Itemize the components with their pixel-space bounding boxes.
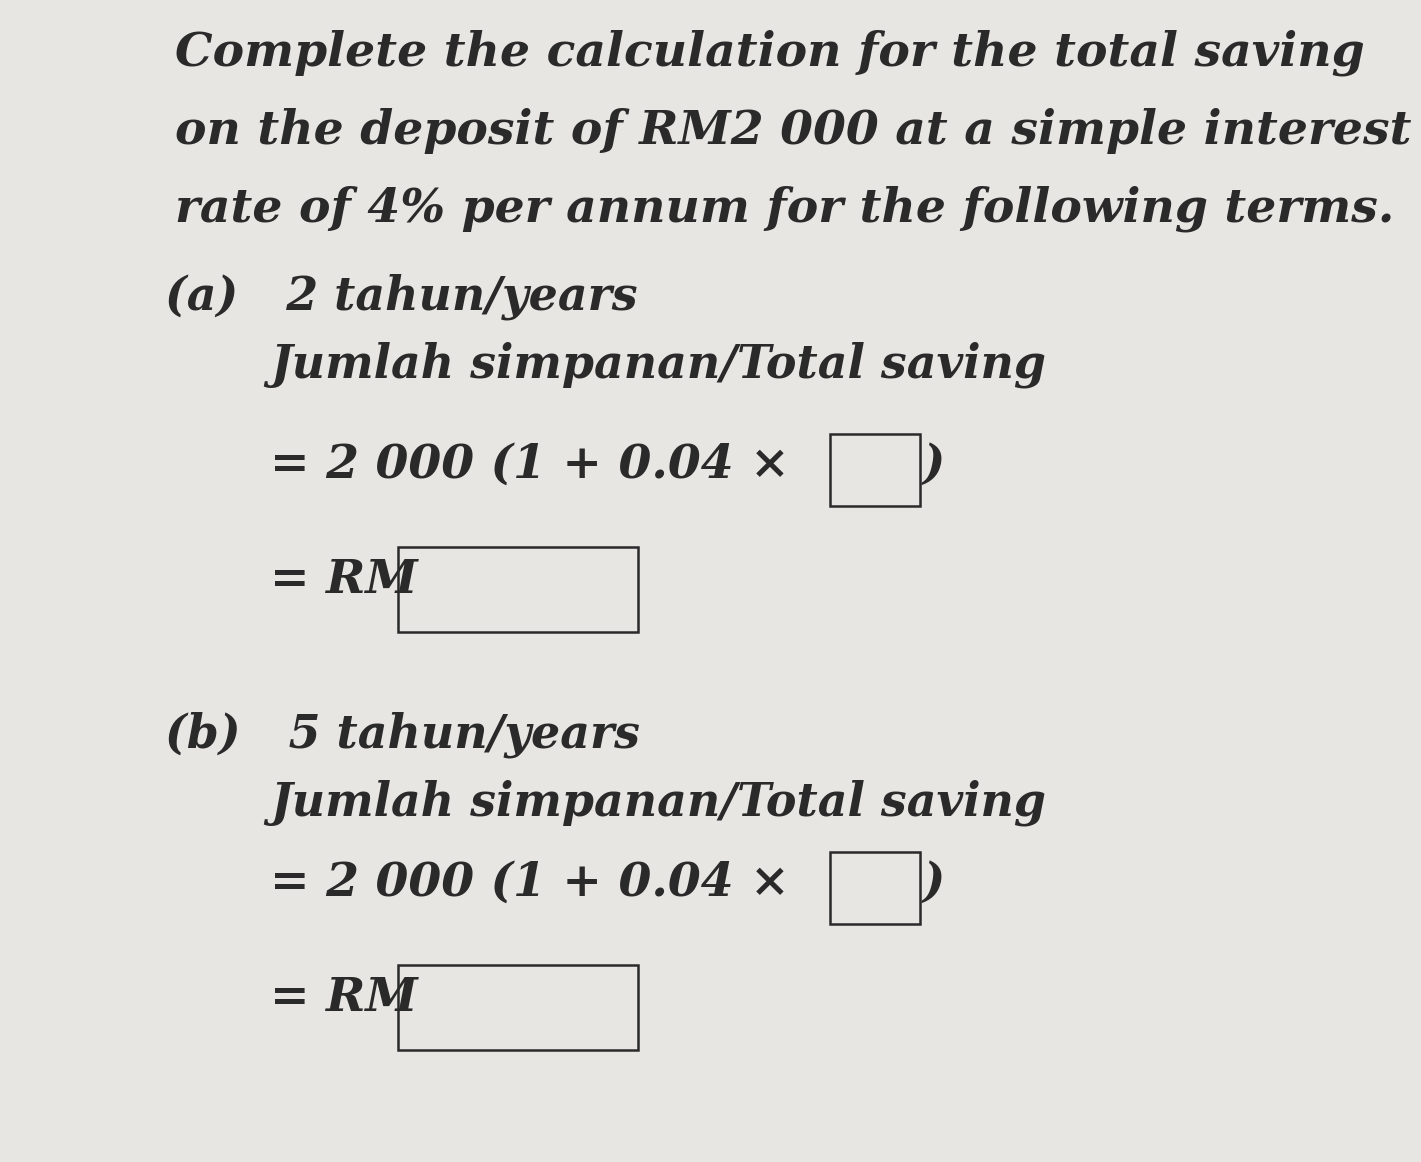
Text: ): ) bbox=[924, 860, 945, 906]
Text: ): ) bbox=[924, 442, 945, 488]
Text: Complete the calculation for the total saving: Complete the calculation for the total s… bbox=[175, 30, 1364, 77]
Text: rate of 4% per annum for the following terms.: rate of 4% per annum for the following t… bbox=[175, 186, 1394, 232]
Text: Jumlah simpanan/Total saving: Jumlah simpanan/Total saving bbox=[270, 780, 1046, 826]
Text: (a)   2 tahun/years: (a) 2 tahun/years bbox=[165, 274, 638, 321]
Text: (b)   5 tahun/years: (b) 5 tahun/years bbox=[165, 712, 639, 759]
Text: Jumlah simpanan/Total saving: Jumlah simpanan/Total saving bbox=[270, 342, 1046, 388]
Text: = RM: = RM bbox=[270, 557, 418, 603]
Text: = 2 000 (1 + 0.04 ×: = 2 000 (1 + 0.04 × bbox=[270, 442, 790, 488]
Text: on the deposit of RM2 000 at a simple interest: on the deposit of RM2 000 at a simple in… bbox=[175, 108, 1411, 155]
Text: = 2 000 (1 + 0.04 ×: = 2 000 (1 + 0.04 × bbox=[270, 860, 790, 906]
Text: = RM: = RM bbox=[270, 975, 418, 1021]
